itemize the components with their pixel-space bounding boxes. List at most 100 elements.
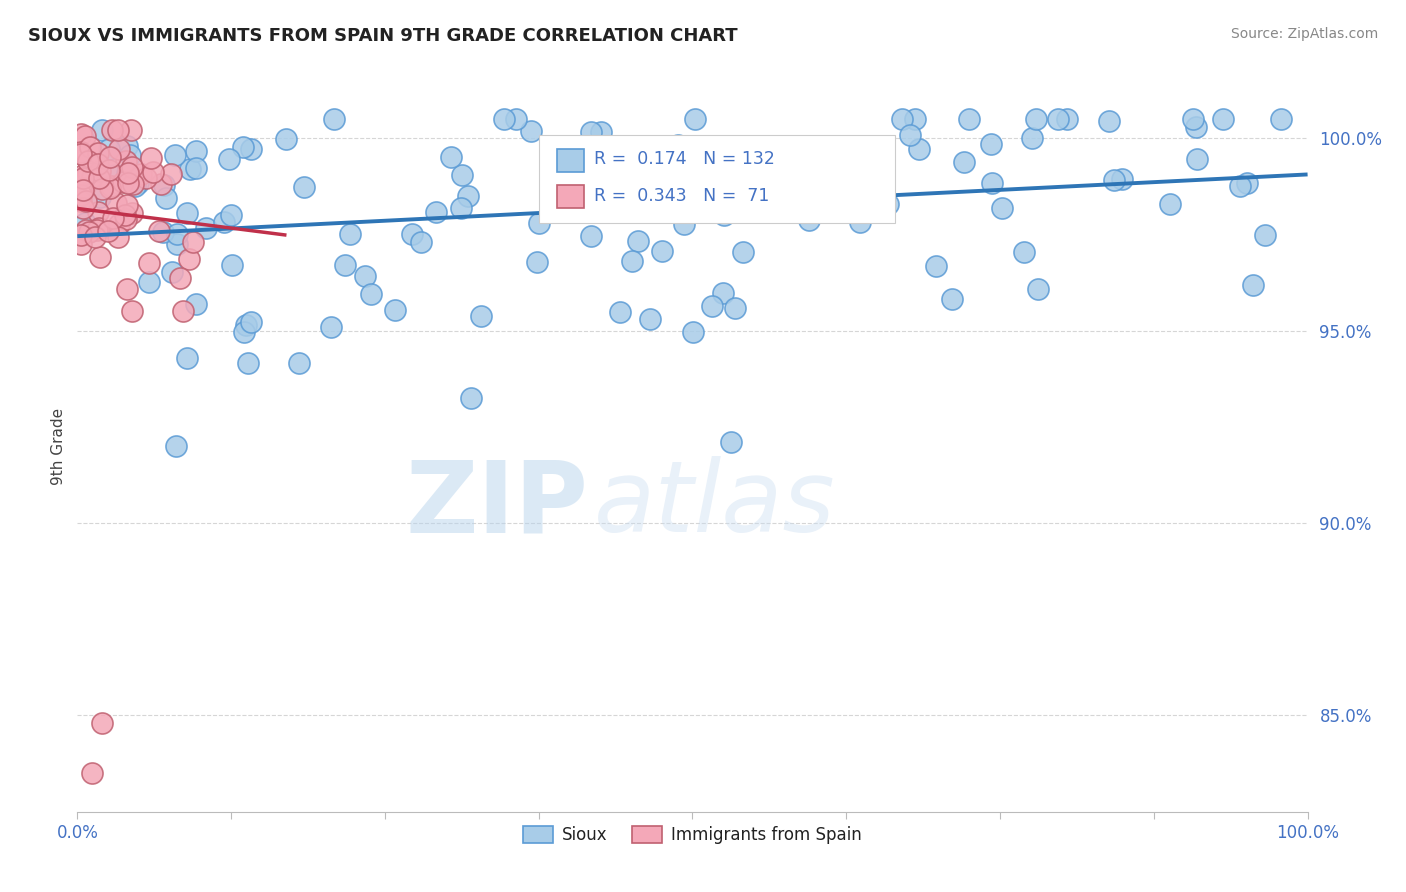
- Point: [70, 169, 93, 183]
- Point: [323, 112, 346, 126]
- Point: [70, 228, 93, 243]
- Point: [529, 216, 551, 230]
- Point: [235, 318, 257, 333]
- Point: [184, 161, 207, 176]
- Point: [666, 137, 689, 152]
- Point: [609, 145, 631, 159]
- Point: [953, 155, 976, 169]
- Point: [75, 216, 97, 230]
- Text: R =  0.343   N =  71: R = 0.343 N = 71: [595, 186, 769, 205]
- Point: [384, 303, 406, 318]
- Bar: [557, 185, 585, 208]
- Point: [129, 167, 152, 181]
- Point: [849, 215, 872, 229]
- Point: [627, 234, 650, 248]
- Point: [1229, 179, 1251, 194]
- Point: [807, 199, 830, 213]
- Point: [221, 258, 243, 272]
- Point: [77, 165, 100, 179]
- Point: [90, 181, 112, 195]
- Point: [470, 309, 492, 323]
- Point: [1159, 197, 1181, 211]
- Point: [621, 253, 644, 268]
- Point: [121, 206, 143, 220]
- Point: [657, 166, 679, 180]
- Point: [319, 319, 342, 334]
- Point: [218, 153, 240, 167]
- Point: [112, 175, 135, 189]
- Point: [360, 286, 382, 301]
- Point: [70, 194, 93, 208]
- Point: [139, 151, 162, 165]
- Point: [219, 208, 242, 222]
- Point: [626, 193, 648, 207]
- Point: [492, 112, 515, 126]
- Point: [292, 180, 315, 194]
- Point: [232, 140, 254, 154]
- Point: [73, 128, 96, 143]
- Point: [114, 212, 136, 227]
- Point: [440, 151, 463, 165]
- Point: [87, 157, 110, 171]
- Point: [711, 286, 734, 301]
- Point: [924, 260, 946, 274]
- Point: [82, 766, 104, 780]
- Point: [714, 177, 737, 191]
- Point: [194, 221, 217, 235]
- Point: [70, 187, 93, 202]
- Point: [744, 154, 766, 169]
- Point: [702, 299, 724, 313]
- Point: [72, 170, 94, 185]
- Point: [166, 237, 188, 252]
- Point: [526, 255, 548, 269]
- Legend: Sioux, Immigrants from Spain: Sioux, Immigrants from Spain: [517, 820, 868, 851]
- Text: ZIP: ZIP: [405, 456, 588, 553]
- Point: [908, 142, 931, 156]
- Point: [685, 112, 707, 126]
- Point: [1056, 112, 1078, 126]
- Point: [239, 316, 262, 330]
- Point: [80, 169, 103, 184]
- Point: [107, 123, 129, 137]
- Point: [184, 145, 207, 159]
- Point: [1026, 282, 1049, 296]
- Point: [1241, 278, 1264, 293]
- Bar: [557, 149, 585, 172]
- Point: [1025, 112, 1047, 126]
- Point: [169, 270, 191, 285]
- Point: [155, 191, 177, 205]
- Point: [138, 275, 160, 289]
- Point: [114, 208, 136, 222]
- Point: [79, 140, 101, 154]
- Point: [425, 205, 447, 219]
- Point: [1270, 112, 1292, 126]
- Point: [1212, 112, 1234, 126]
- Point: [236, 356, 259, 370]
- Point: [89, 190, 111, 204]
- Point: [1098, 114, 1121, 128]
- Point: [1111, 171, 1133, 186]
- Point: [720, 435, 742, 450]
- Point: [89, 164, 111, 178]
- Point: [70, 236, 93, 251]
- Point: [166, 227, 188, 242]
- Point: [457, 189, 479, 203]
- Point: [117, 166, 139, 180]
- Point: [713, 208, 735, 222]
- Point: [87, 221, 110, 235]
- Point: [274, 132, 297, 146]
- Point: [124, 179, 146, 194]
- Point: [160, 265, 183, 279]
- Point: [75, 223, 97, 237]
- Point: [160, 167, 183, 181]
- Point: [101, 211, 124, 225]
- Point: [98, 150, 121, 164]
- Point: [713, 149, 735, 163]
- Point: [176, 351, 198, 366]
- Point: [581, 124, 603, 138]
- Point: [288, 356, 311, 370]
- Point: [176, 205, 198, 219]
- Point: [609, 305, 631, 319]
- Point: [638, 312, 661, 326]
- Text: R =  0.174   N = 132: R = 0.174 N = 132: [595, 150, 775, 169]
